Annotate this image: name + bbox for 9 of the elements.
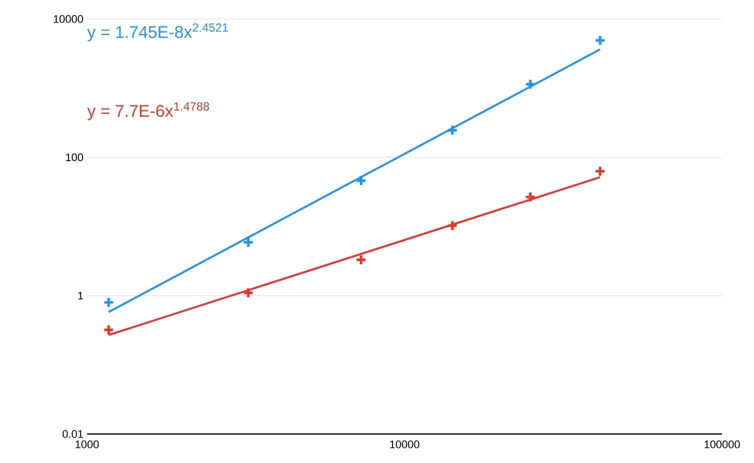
y-tick-label: 1 [78,292,83,300]
text: y = 7.7E-6x$^{1.4788}$ [87,102,210,120]
y-tick-label: 0.01 [62,430,83,438]
y-tick-label: 100 [66,153,84,162]
text: y = 1.745E-8x$^{2.4521}$ [87,23,228,42]
x-tick-label: 10000 [390,440,420,448]
x-tick-label: 100000 [704,440,740,448]
y-tick-label: 10000 [54,15,84,23]
x-tick-label: 1000 [76,440,99,448]
